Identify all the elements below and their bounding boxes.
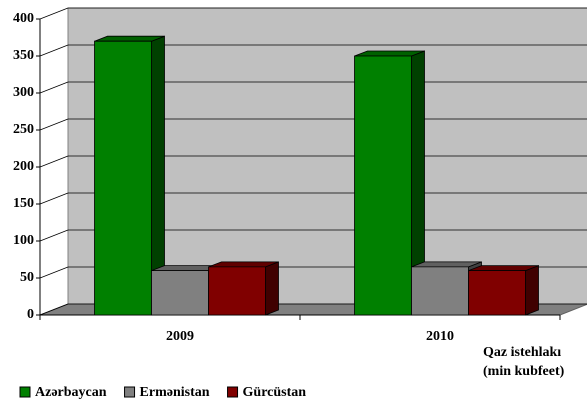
legend-label: Ermənistan xyxy=(140,385,210,400)
bar-front xyxy=(94,40,152,316)
grid-line xyxy=(39,7,69,20)
bar-top xyxy=(208,261,279,268)
grid-line xyxy=(39,44,69,57)
y-tick-label: 400 xyxy=(13,11,34,26)
y-tick-label: 0 xyxy=(27,307,34,322)
grid-line xyxy=(39,81,69,94)
legend-label: Azərbaycan xyxy=(35,385,107,400)
bar-front xyxy=(151,270,209,316)
legend-label: Gürcüstan xyxy=(243,385,307,400)
bar-top xyxy=(411,261,482,268)
y-tick-label: 350 xyxy=(13,48,34,63)
grid-line xyxy=(39,266,69,279)
bar xyxy=(354,50,425,316)
bar-top xyxy=(94,35,165,42)
bar-front xyxy=(411,266,469,316)
bar xyxy=(208,261,279,316)
grid-line xyxy=(39,303,69,316)
y-tick-label: 200 xyxy=(13,159,34,174)
bar-front xyxy=(468,270,526,316)
grid-line xyxy=(39,192,69,205)
grid-line xyxy=(39,155,69,168)
x-tick-label: 2009 xyxy=(166,329,194,344)
y-tick-label: 300 xyxy=(13,85,34,100)
y-tick-label: 100 xyxy=(13,233,34,248)
legend-swatch xyxy=(19,386,31,398)
x-tick-label: 2010 xyxy=(426,329,454,344)
bar-front xyxy=(354,55,412,316)
x-axis-label: (min kubfeet) xyxy=(483,364,565,379)
legend-swatch xyxy=(124,386,136,398)
legend-swatch xyxy=(227,386,239,398)
x-axis-label: Qaz istehlakı xyxy=(483,345,561,360)
grid-line xyxy=(39,229,69,242)
bar-top xyxy=(468,265,539,272)
bar-side xyxy=(265,261,279,316)
y-tick-label: 150 xyxy=(13,196,34,211)
bar-top xyxy=(354,50,425,57)
y-tick-label: 250 xyxy=(13,122,34,137)
grid-line xyxy=(39,118,69,131)
bar xyxy=(468,265,539,316)
bar-side xyxy=(525,265,539,316)
y-tick-label: 50 xyxy=(20,270,34,285)
bar-front xyxy=(208,266,266,316)
